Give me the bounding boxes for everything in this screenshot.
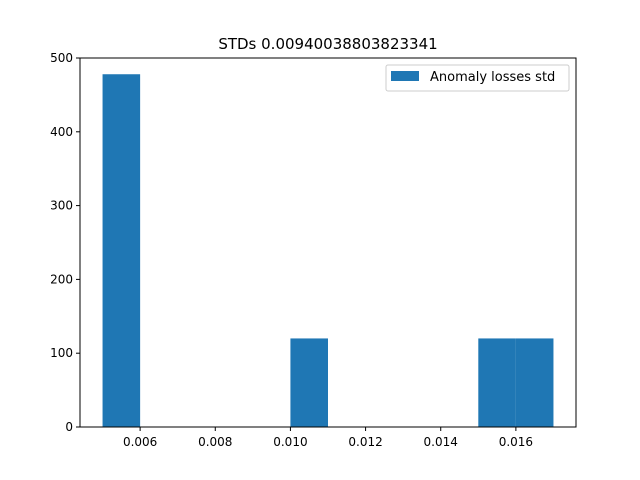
x-tick-label: 0.006: [123, 435, 157, 449]
histogram-bar: [478, 338, 516, 427]
plot-frame: [79, 57, 577, 428]
legend: Anomaly losses std: [385, 64, 570, 92]
x-tick-label: 0.012: [348, 435, 382, 449]
y-tick-label: 200: [50, 272, 73, 286]
legend-label: Anomaly losses std: [430, 70, 555, 85]
y-tick-label: 100: [50, 346, 73, 360]
y-tick-label: 0: [65, 420, 73, 434]
legend-swatch: [391, 71, 419, 81]
x-axis: 0.006 0.008 0.010 0.012 0.014 0.016: [123, 427, 533, 449]
histogram-bar: [102, 74, 141, 428]
y-tick-label: 500: [50, 51, 73, 65]
y-tick-label: 400: [50, 125, 73, 139]
x-tick-label: 0.016: [499, 435, 533, 449]
chart-title: STDs 0.00940038803823341: [218, 35, 437, 53]
histogram-bar: [290, 338, 328, 427]
x-tick-label: 0.008: [198, 435, 232, 449]
y-tick-label: 300: [50, 199, 73, 213]
legend-box: [385, 64, 570, 92]
x-tick-label: 0.014: [424, 435, 458, 449]
y-axis: 0 100 200 300 400 500: [50, 51, 80, 434]
histogram-bar: [515, 338, 554, 427]
x-tick-label: 0.010: [273, 435, 307, 449]
bars-layer: [102, 74, 554, 428]
